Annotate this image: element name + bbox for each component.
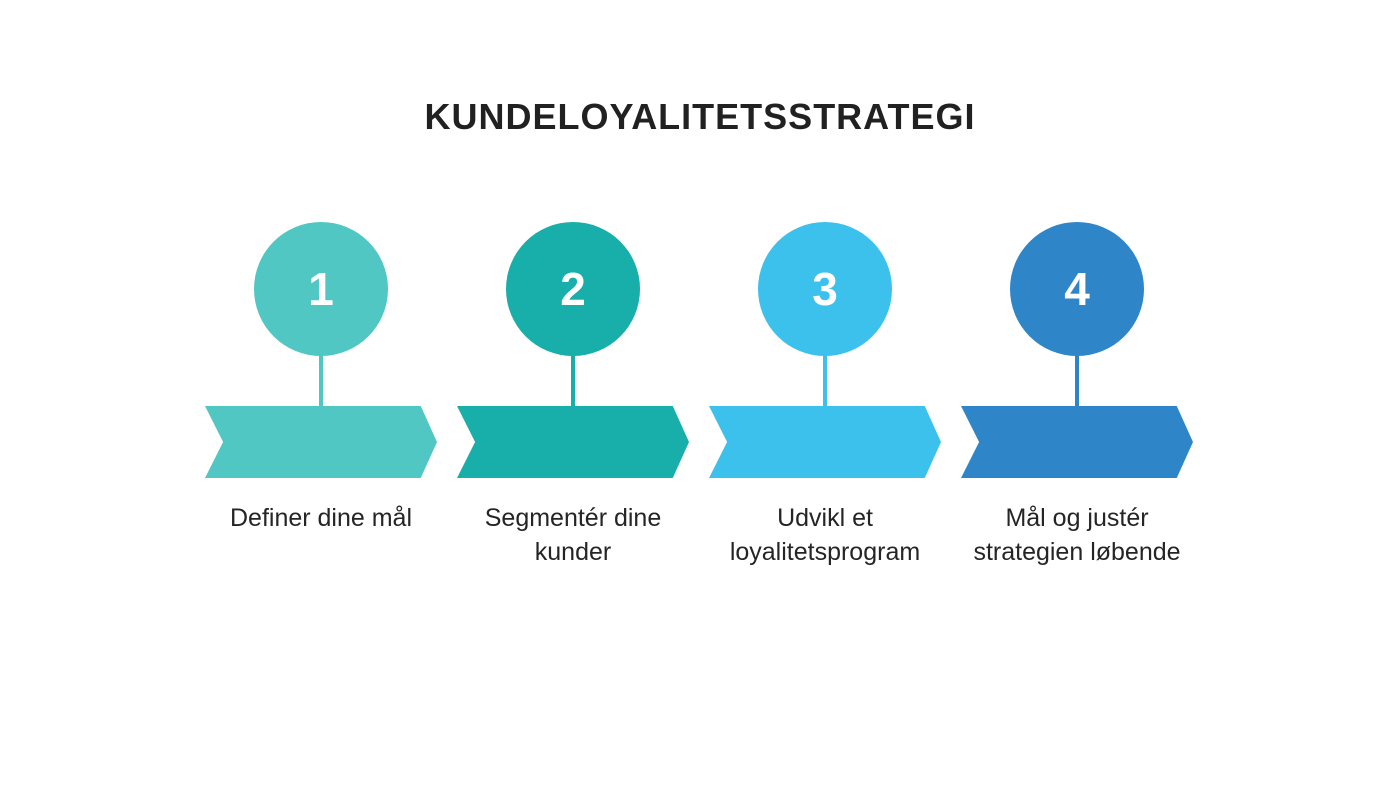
step-1-connector-line — [319, 354, 323, 407]
step-2-number: 2 — [560, 263, 586, 315]
step-4-label: Mål og justér strategien løbende — [973, 504, 1181, 566]
step-2-label: Segmentér dine kunder — [484, 504, 662, 566]
step-3: 3 Udvikl et loyalitetsprogram — [709, 0, 941, 620]
step-3-label: Udvikl et loyalitetsprogram — [729, 504, 921, 566]
step-2-connector-line — [571, 354, 575, 407]
page-title: KUNDELOYALITETSSTRATEGI — [424, 96, 976, 137]
step-4-number: 4 — [1064, 263, 1090, 315]
step-3-number-circle: 3 — [758, 222, 892, 356]
step-3-connector-line — [823, 354, 827, 407]
step-1-number: 1 — [308, 263, 334, 315]
step-2-number-circle: 2 — [506, 222, 640, 356]
step-4: 4 Mål og justér strategien løbende — [961, 0, 1193, 620]
step-2: 2 Segmentér dine kunder — [457, 0, 689, 620]
step-1-number-circle: 1 — [254, 222, 388, 356]
step-3-number: 3 — [812, 263, 838, 315]
step-4-chevron-arrow — [961, 406, 1193, 478]
step-3-chevron-arrow — [709, 406, 941, 478]
step-4-connector-line — [1075, 354, 1079, 407]
step-4-number-circle: 4 — [1010, 222, 1144, 356]
step-2-chevron-arrow — [457, 406, 689, 478]
step-1-label: Definer dine mål — [229, 504, 413, 532]
step-1-chevron-arrow — [205, 406, 437, 478]
step-1: 1 Definer dine mål — [205, 0, 437, 620]
